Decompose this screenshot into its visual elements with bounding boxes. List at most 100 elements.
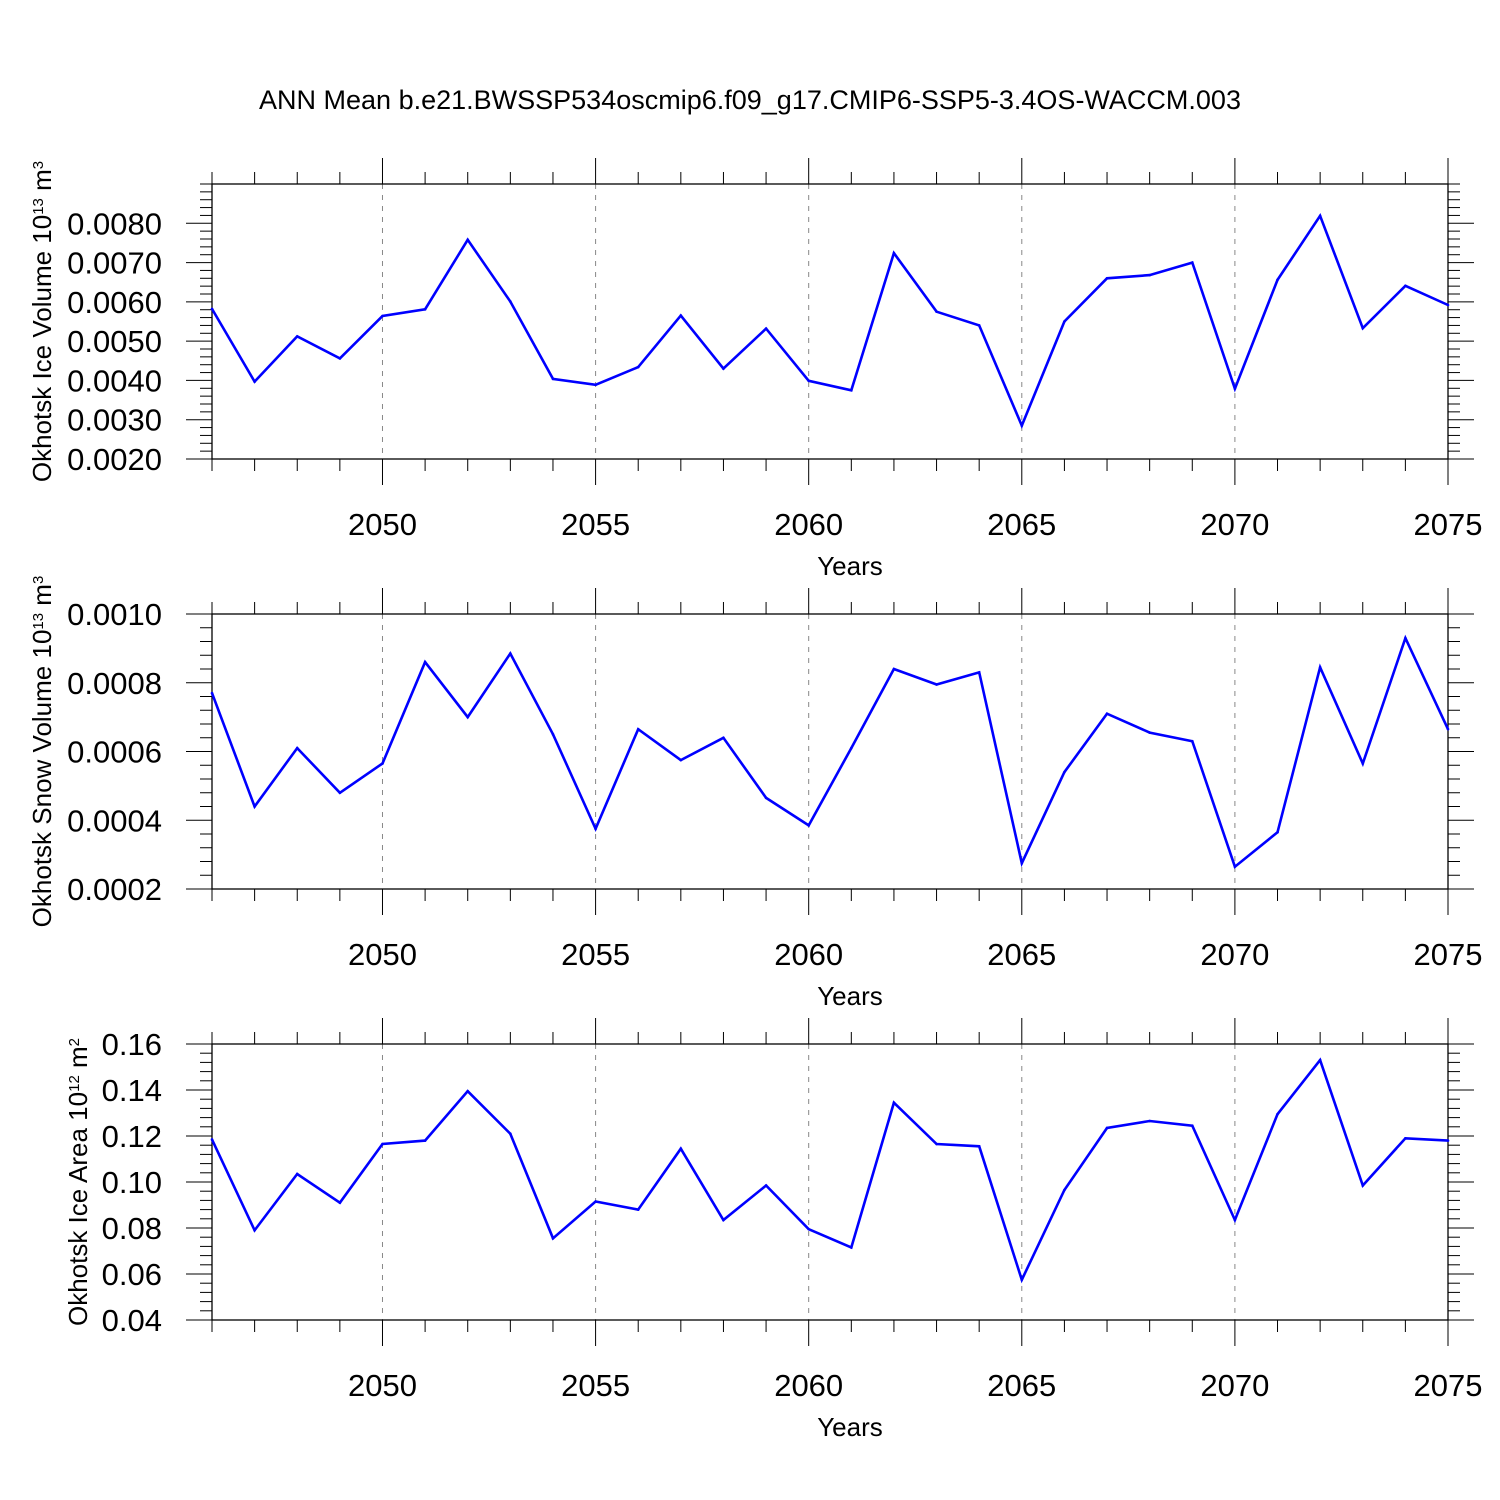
data-point-2074 bbox=[1404, 1137, 1407, 1140]
x-tick-label: 2050 bbox=[348, 937, 417, 972]
x-tick-label: 2055 bbox=[561, 1368, 630, 1403]
data-point-2059 bbox=[764, 796, 768, 800]
data-point-2073 bbox=[1361, 762, 1365, 765]
y-axis-label: Okhotsk Snow Volume 1013 m3 bbox=[27, 576, 57, 928]
data-point-2066 bbox=[1063, 320, 1066, 323]
data-point-2053 bbox=[509, 652, 512, 655]
data-point-2057 bbox=[679, 314, 683, 317]
data-point-2047 bbox=[253, 1229, 256, 1232]
data-point-2065 bbox=[1020, 861, 1024, 865]
data-point-2046 bbox=[210, 307, 214, 311]
y-tick-label: 0.0010 bbox=[67, 597, 162, 632]
data-point-2062 bbox=[892, 1101, 896, 1104]
data-point-2059 bbox=[764, 1184, 768, 1187]
y-tick-label: 0.06 bbox=[102, 1257, 162, 1292]
y-tick-label: 0.0070 bbox=[67, 246, 162, 281]
data-point-2047 bbox=[253, 380, 256, 383]
x-tick-label: 2065 bbox=[987, 1368, 1056, 1403]
y-axis-label-unit: m bbox=[27, 584, 57, 613]
data-point-2071 bbox=[1276, 830, 1279, 834]
data-point-2075 bbox=[1446, 727, 1450, 731]
plot-frame bbox=[211, 1043, 1449, 1321]
y-tick-label: 0.0008 bbox=[67, 666, 162, 701]
data-points bbox=[210, 214, 1450, 427]
data-point-2058 bbox=[722, 1218, 725, 1222]
x-tick-label: 2050 bbox=[348, 507, 417, 542]
y-axis-label-exp: 13 bbox=[30, 613, 47, 630]
y-tick-label: 0.14 bbox=[102, 1073, 162, 1108]
data-point-2060 bbox=[807, 1227, 810, 1231]
y-tick-label: 0.0002 bbox=[67, 872, 162, 907]
y-tick-label: 0.0060 bbox=[67, 285, 162, 320]
y-tick-label: 0.08 bbox=[102, 1211, 162, 1246]
data-point-2048 bbox=[295, 335, 299, 338]
data-point-2052 bbox=[466, 1089, 470, 1093]
data-point-2062 bbox=[892, 667, 896, 671]
data-point-2048 bbox=[295, 746, 299, 750]
plot-frame bbox=[211, 183, 1449, 460]
data-point-2056 bbox=[636, 365, 640, 369]
y-axis-label-unit-exp: 2 bbox=[66, 1038, 83, 1046]
data-point-2072 bbox=[1318, 1058, 1322, 1062]
data-point-2053 bbox=[509, 1132, 512, 1135]
y-axis-label-main: Okhotsk Ice Volume 10 bbox=[27, 215, 57, 482]
data-point-2061 bbox=[850, 1246, 853, 1249]
data-point-2062 bbox=[892, 251, 896, 255]
data-point-2058 bbox=[722, 736, 725, 740]
y-tick-label: 0.0040 bbox=[67, 363, 162, 398]
data-point-2049 bbox=[338, 791, 342, 795]
data-point-2054 bbox=[551, 377, 555, 381]
y-tick-label: 0.0020 bbox=[67, 442, 162, 477]
data-point-2074 bbox=[1404, 636, 1407, 640]
data-point-2065 bbox=[1020, 424, 1024, 427]
data-point-2074 bbox=[1404, 284, 1407, 288]
y-axis-label-unit: m bbox=[63, 1046, 93, 1075]
x-axis-label: Years bbox=[817, 551, 883, 581]
panel-ice-area: 2050 2055 2060 2065 2070 2075 Years 0.04 0.06 0.0… bbox=[63, 1018, 1482, 1442]
data-point-2070 bbox=[1233, 865, 1237, 868]
y-axis-label-main: Okhotsk Snow Volume 10 bbox=[27, 630, 57, 928]
y-tick-label: 0.0004 bbox=[67, 803, 162, 838]
data-point-2046 bbox=[210, 1138, 214, 1141]
data-point-2055 bbox=[594, 1200, 597, 1203]
data-point-2054 bbox=[551, 1237, 555, 1240]
data-point-2049 bbox=[338, 357, 342, 360]
data-point-2070 bbox=[1233, 387, 1237, 390]
data-point-2068 bbox=[1148, 273, 1151, 277]
series-line-ice-volume bbox=[210, 212, 1449, 429]
x-axis-label: Years bbox=[817, 981, 883, 1011]
data-point-2063 bbox=[935, 1142, 938, 1146]
data-point-2064 bbox=[977, 1145, 981, 1148]
data-points bbox=[210, 1058, 1450, 1282]
data-point-2056 bbox=[636, 1208, 640, 1211]
x-tick-label: 2065 bbox=[987, 507, 1056, 542]
x-tick-label: 2065 bbox=[987, 937, 1056, 972]
y-tick-label: 0.0006 bbox=[67, 735, 162, 770]
x-axis-label: Years bbox=[817, 1412, 883, 1442]
data-point-2051 bbox=[423, 660, 427, 664]
y-axis-label-unit-exp: 3 bbox=[30, 161, 47, 169]
y-tick-label: 0.12 bbox=[102, 1119, 162, 1154]
data-point-2071 bbox=[1276, 1112, 1279, 1116]
data-point-2063 bbox=[935, 683, 938, 686]
data-point-2052 bbox=[466, 715, 470, 719]
x-tick-label: 2060 bbox=[774, 937, 843, 972]
x-tick-label: 2075 bbox=[1414, 937, 1483, 972]
y-tick-label: 0.16 bbox=[102, 1027, 162, 1062]
data-point-2056 bbox=[636, 727, 640, 731]
data-point-2067 bbox=[1105, 1126, 1109, 1130]
data-point-2050 bbox=[381, 762, 384, 765]
data-point-2047 bbox=[253, 805, 256, 808]
plot-frame bbox=[211, 613, 1449, 890]
panel-ice-volume: 2050 2055 2060 2065 2070 2075 Years 0.0020 0.003… bbox=[27, 158, 1482, 581]
data-point-2072 bbox=[1318, 214, 1322, 218]
data-point-2064 bbox=[977, 324, 981, 327]
x-tick-label: 2060 bbox=[774, 1368, 843, 1403]
data-point-2066 bbox=[1063, 1188, 1066, 1192]
data-point-2069 bbox=[1190, 1124, 1194, 1127]
x-tick-label: 2075 bbox=[1414, 507, 1483, 542]
data-point-2073 bbox=[1361, 326, 1365, 330]
data-points bbox=[210, 636, 1450, 868]
panels: 2050 2055 2060 2065 2070 2075 Years 0.0020 0.003… bbox=[27, 158, 1482, 1442]
